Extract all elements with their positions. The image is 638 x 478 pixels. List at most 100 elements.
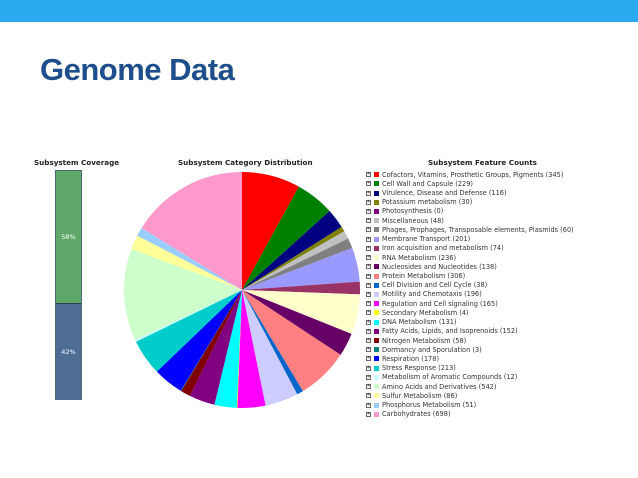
- legend-count: 229: [457, 179, 471, 188]
- expand-icon[interactable]: +: [366, 290, 371, 297]
- legend-swatch: [374, 328, 379, 334]
- pie-slice: [242, 248, 360, 290]
- expand-icon[interactable]: +: [366, 198, 371, 205]
- legend-count: 213: [440, 364, 454, 373]
- legend-item[interactable]: + RNA Metabolism (236): [366, 253, 638, 262]
- expand-icon[interactable]: +: [366, 272, 371, 279]
- feature-counts-legend: + Cofactors, Vitamins, Prosthetic Groups,…: [366, 170, 638, 419]
- legend-name: Phages, Prophages, Transposable elements…: [382, 225, 559, 234]
- expand-icon[interactable]: +: [366, 226, 371, 233]
- legend-label: Motility and Chemotaxis (196): [382, 290, 482, 299]
- legend-item[interactable]: + Sulfur Metabolism (86): [366, 391, 638, 400]
- legend-item[interactable]: + Phosphorus Metabolism (51): [366, 400, 638, 409]
- pie-slice: [137, 227, 242, 290]
- legend-label: Cofactors, Vitamins, Prosthetic Groups, …: [382, 170, 564, 179]
- legend-label: Protein Metabolism (306): [382, 272, 466, 281]
- legend-item[interactable]: + Cofactors, Vitamins, Prosthetic Groups,…: [366, 170, 638, 179]
- pie-slice: [242, 290, 298, 406]
- expand-icon[interactable]: +: [366, 337, 371, 344]
- legend-name: Photosynthesis: [382, 207, 432, 216]
- legend-count: 236: [440, 253, 454, 262]
- legend-item[interactable]: + Amino Acids and Derivatives (542): [366, 382, 638, 391]
- legend-item[interactable]: + Potassium metabolism (30): [366, 198, 638, 207]
- pie-slice: [242, 290, 360, 334]
- legend-name: Potassium metabolism: [382, 198, 457, 207]
- legend-label: Phosphorus Metabolism (51): [382, 401, 477, 410]
- expand-icon[interactable]: +: [366, 355, 371, 362]
- expand-icon[interactable]: +: [366, 189, 371, 196]
- legend-count: 30: [461, 198, 470, 207]
- legend-name: Dormancy and Sporulation: [382, 345, 471, 354]
- legend-name: Metabolism of Aromatic Compounds: [382, 373, 502, 382]
- legend-item[interactable]: + Nitrogen Metabolism (58): [366, 336, 638, 345]
- coverage-title: Subsystem Coverage: [34, 158, 120, 167]
- legend-label: Stress Response (213): [382, 364, 456, 373]
- expand-icon[interactable]: +: [366, 207, 371, 214]
- expand-icon[interactable]: +: [366, 410, 371, 417]
- legend-item[interactable]: + Photosynthesis (0): [366, 207, 638, 216]
- legend-count: 116: [491, 189, 505, 198]
- legend-item[interactable]: + Carbohydrates (698): [366, 410, 638, 419]
- legend-item[interactable]: + Cell Wall and Capsule (229): [366, 179, 638, 188]
- legend-item[interactable]: + DNA Metabolism (131): [366, 318, 638, 327]
- legend-item[interactable]: + Phages, Prophages, Transposable element…: [366, 225, 638, 234]
- expand-icon[interactable]: +: [366, 244, 371, 251]
- legend-item[interactable]: + Respiration (178): [366, 354, 638, 363]
- pie-slice: [135, 290, 242, 372]
- legend-item[interactable]: + Motility and Chemotaxis (196): [366, 290, 638, 299]
- expand-icon[interactable]: +: [366, 180, 371, 187]
- expand-icon[interactable]: +: [366, 383, 371, 390]
- legend-name: Nucleosides and Nucleotides: [382, 262, 477, 271]
- legend-swatch: [374, 301, 379, 307]
- legend-item[interactable]: + Protein Metabolism (306): [366, 271, 638, 280]
- legend-item[interactable]: + Stress Response (213): [366, 364, 638, 373]
- legend-count: 306: [450, 272, 463, 281]
- legend-swatch: [374, 365, 379, 371]
- legend-count: 12: [506, 373, 515, 382]
- legend-name: Cell Division and Cell Cycle: [382, 281, 472, 290]
- legend-count: 345: [548, 170, 561, 179]
- legend-item[interactable]: + Virulence, Disease and Defense (116): [366, 188, 638, 197]
- legend-item[interactable]: + Secondary Metabolism (4): [366, 308, 638, 317]
- legend-item[interactable]: + Iron acquisition and metabolism (74): [366, 244, 638, 253]
- legend-label: Dormancy and Sporulation (3): [382, 345, 482, 354]
- legend-item[interactable]: + Dormancy and Sporulation (3): [366, 345, 638, 354]
- expand-icon[interactable]: +: [366, 254, 371, 261]
- pie-slice: [141, 172, 242, 290]
- expand-icon[interactable]: +: [366, 300, 371, 307]
- expand-icon[interactable]: +: [366, 309, 371, 316]
- expand-icon[interactable]: +: [366, 364, 371, 371]
- legend-count: 38: [476, 281, 485, 290]
- legend-name: Cell Wall and Capsule: [382, 179, 454, 188]
- legend-count: 48: [432, 216, 442, 225]
- legend-count: 3: [474, 345, 480, 354]
- legend-swatch: [374, 245, 379, 251]
- expand-icon[interactable]: +: [366, 392, 371, 399]
- legend-name: Iron acquisition and metabolism: [382, 244, 489, 253]
- expand-icon[interactable]: +: [366, 327, 371, 334]
- expand-icon[interactable]: +: [366, 235, 371, 242]
- legend-item[interactable]: + Membrane Transport (201): [366, 235, 638, 244]
- expand-icon[interactable]: +: [366, 373, 371, 380]
- expand-icon[interactable]: +: [366, 217, 371, 224]
- legend-item[interactable]: + Metabolism of Aromatic Compounds (12): [366, 373, 638, 382]
- legend-count: 165: [482, 299, 496, 308]
- coverage-segment: 42%: [56, 303, 81, 400]
- legend-count: 201: [455, 235, 468, 244]
- legend-name: Motility and Chemotaxis: [382, 290, 462, 299]
- expand-icon[interactable]: +: [366, 346, 371, 353]
- expand-icon[interactable]: +: [366, 401, 371, 408]
- legend-item[interactable]: + Miscellaneous (48): [366, 216, 638, 225]
- legend-count: 0: [436, 207, 441, 216]
- legend-item[interactable]: + Fatty Acids, Lipids, and Isoprenoids (1…: [366, 327, 638, 336]
- legend-item[interactable]: + Regulation and Cell signaling (165): [366, 299, 638, 308]
- legend-label: Secondary Metabolism (4): [382, 308, 469, 317]
- legend-item[interactable]: + Nucleosides and Nucleotides (138): [366, 262, 638, 271]
- expand-icon[interactable]: +: [366, 281, 371, 288]
- expand-icon[interactable]: +: [366, 171, 371, 178]
- legend-count: 196: [466, 290, 480, 299]
- legend-name: Regulation and Cell signaling: [382, 299, 478, 308]
- legend-item[interactable]: + Cell Division and Cell Cycle (38): [366, 281, 638, 290]
- expand-icon[interactable]: +: [366, 318, 371, 325]
- expand-icon[interactable]: +: [366, 263, 371, 270]
